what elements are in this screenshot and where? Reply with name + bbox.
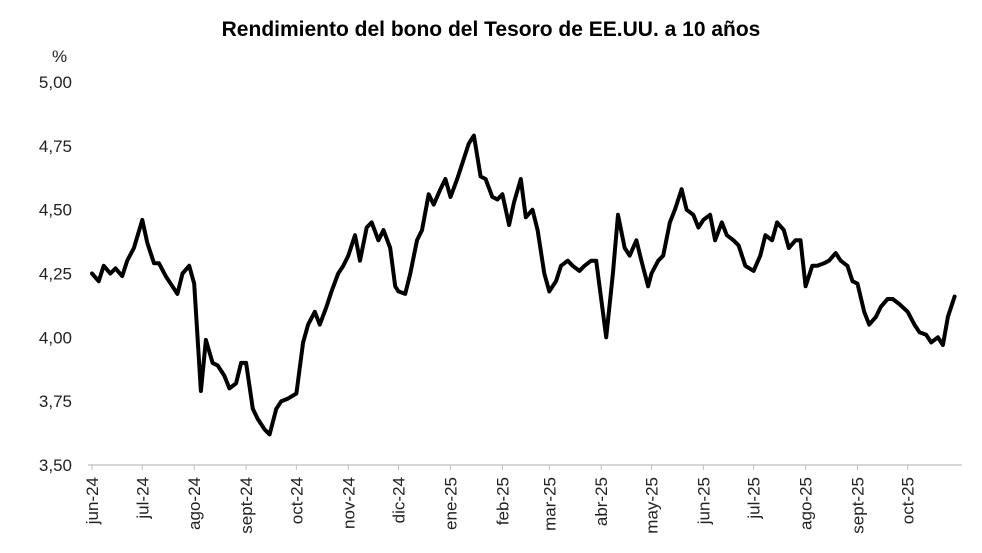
x-axis-ticks: jun-24 jul-24 ago-24 sept-24 oct-24 nov-24 dic… — [83, 477, 918, 534]
x-tick-label: jul-25 — [745, 477, 764, 520]
y-tick-label: 4,75 — [39, 137, 72, 156]
x-tick-label: ago-25 — [797, 477, 816, 530]
chart-title: Rendimiento del bono del Tesoro de EE.UU… — [222, 18, 761, 41]
y-tick-label: 5,00 — [39, 73, 72, 92]
x-tick-label: dic-24 — [390, 477, 409, 523]
y-tick-label: 3,50 — [39, 456, 72, 475]
x-tick-label: jun-25 — [694, 477, 713, 525]
x-tick-label: oct-25 — [899, 477, 918, 524]
x-tick-label: mar-25 — [540, 477, 559, 531]
x-tick-label: may-25 — [642, 477, 661, 534]
y-tick-label: 4,25 — [39, 265, 72, 284]
x-axis-tickmarks — [91, 465, 909, 470]
x-tick-label: jul-24 — [133, 477, 152, 520]
x-tick-label: nov-24 — [339, 477, 358, 529]
x-tick-label: ene-25 — [441, 477, 460, 530]
x-tick-label: oct-24 — [287, 477, 306, 524]
y-axis-ticks: 3,50 3,75 4,00 4,25 4,50 4,75 5,00 — [39, 73, 72, 475]
x-tick-label: ago-24 — [185, 477, 204, 530]
x-tick-label: jun-24 — [83, 477, 102, 525]
y-tick-label: 4,50 — [39, 201, 72, 220]
x-tick-label: abr-25 — [592, 477, 611, 526]
y-tick-label: 3,75 — [39, 392, 72, 411]
series-line-yield — [90, 133, 957, 437]
x-tick-label: sept-25 — [848, 477, 867, 534]
y-axis-unit: % — [52, 47, 67, 66]
x-tick-label: feb-25 — [493, 477, 512, 525]
x-tick-label: sept-24 — [237, 477, 256, 534]
y-tick-label: 4,00 — [39, 328, 72, 347]
